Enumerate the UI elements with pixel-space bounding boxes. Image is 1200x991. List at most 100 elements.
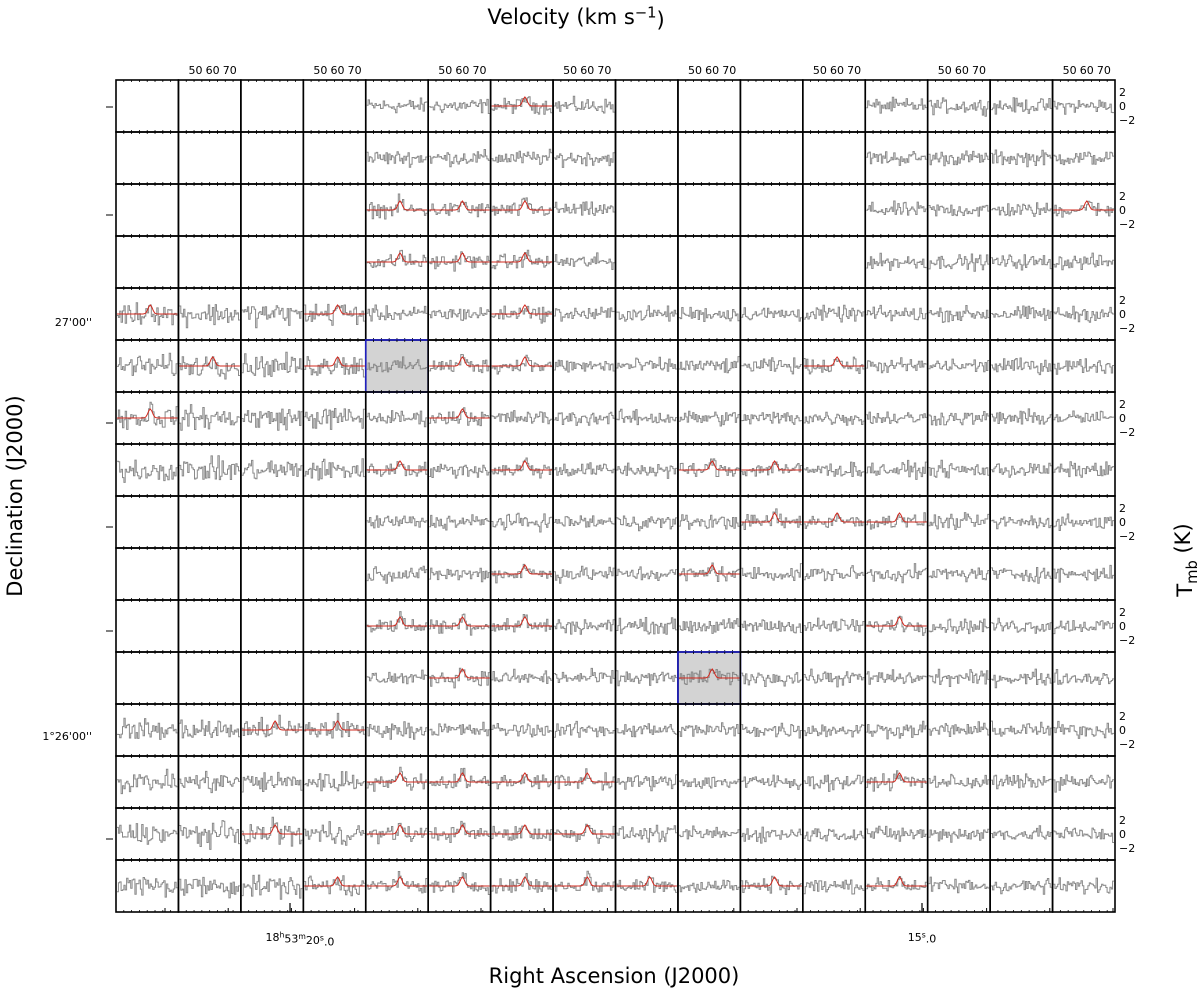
tmb-tick-label: 0 xyxy=(1119,516,1126,529)
spectrum xyxy=(429,767,490,789)
spectrum xyxy=(179,404,240,431)
spectrum xyxy=(429,872,490,895)
spectrum xyxy=(678,825,740,840)
velocity-tick-label: 70 xyxy=(348,64,362,77)
spectrum xyxy=(928,773,990,789)
fit-line xyxy=(491,96,553,107)
spectrum xyxy=(616,617,677,635)
spectrum xyxy=(928,567,990,583)
spectrum xyxy=(741,774,802,790)
cell-frame xyxy=(739,183,804,237)
fit-line xyxy=(117,304,178,315)
spectrum xyxy=(429,307,490,321)
spectrum xyxy=(616,408,677,426)
spectrum xyxy=(741,411,802,425)
spectrum xyxy=(616,670,677,687)
fit-line xyxy=(554,772,615,783)
cell-frame xyxy=(240,235,305,289)
cell-frame xyxy=(302,235,367,289)
spectrum xyxy=(491,825,553,841)
cell-frame xyxy=(926,755,991,809)
ra-tick-label: 18h​53m​20s​.0 xyxy=(266,931,335,949)
spectrum xyxy=(678,776,740,789)
spectrum xyxy=(678,410,740,427)
spectrum xyxy=(616,824,677,843)
spectrum xyxy=(678,356,740,374)
spectrum xyxy=(304,303,365,326)
velocity-tick-label: 70 xyxy=(972,64,986,77)
spectrum xyxy=(1053,358,1114,375)
ra-tick-label: 15s​.0 xyxy=(908,931,937,946)
spectrum xyxy=(241,408,303,431)
spectrum xyxy=(866,252,927,271)
cell-frame xyxy=(115,183,180,237)
spectrum xyxy=(803,565,865,582)
spectrum xyxy=(429,407,490,427)
fit-line xyxy=(491,356,553,367)
spectrum xyxy=(1053,877,1114,895)
tmb-tick-label: 2 xyxy=(1119,710,1126,723)
fit-line xyxy=(678,460,740,471)
spectrum xyxy=(429,354,490,374)
spectrum xyxy=(803,668,865,688)
spectrum xyxy=(866,563,927,584)
fit-line xyxy=(429,772,490,783)
velocity-tick-label: 50 xyxy=(938,64,952,77)
tmb-tick-label: 0 xyxy=(1119,620,1126,633)
tmb-tick-label: −2 xyxy=(1119,426,1135,439)
velocity-tick-label: 60 xyxy=(580,64,594,77)
tmb-tick-label: −2 xyxy=(1119,530,1135,543)
spectrum xyxy=(616,305,677,322)
spectrum xyxy=(1053,827,1114,843)
fit-line xyxy=(491,876,553,887)
cell-frame xyxy=(926,339,991,393)
cell-frame xyxy=(677,235,742,289)
fit-line xyxy=(429,876,490,887)
spectrum xyxy=(117,352,178,376)
fit-line xyxy=(429,356,490,367)
spectrum xyxy=(491,457,553,479)
spectrum xyxy=(554,411,615,426)
fit-line xyxy=(429,668,490,679)
spectrum xyxy=(866,411,927,424)
spectrum xyxy=(1053,252,1114,271)
spectrum xyxy=(803,724,865,738)
fit-line xyxy=(616,876,677,887)
spectrum xyxy=(616,875,677,893)
fit-line xyxy=(554,824,615,835)
spectrum xyxy=(366,611,428,633)
spectrum xyxy=(1053,774,1114,793)
cell-frame xyxy=(614,235,679,289)
spectrum xyxy=(554,152,615,168)
spectrum xyxy=(304,712,365,739)
spectrum xyxy=(429,201,490,218)
cell-frame xyxy=(739,235,804,289)
spectrum xyxy=(304,408,365,430)
spectrum xyxy=(803,828,865,842)
spectrum xyxy=(866,770,927,792)
spectrum xyxy=(991,202,1052,217)
spectrum xyxy=(117,459,178,483)
spectrum xyxy=(928,97,990,117)
cell-frame xyxy=(177,599,242,653)
spectrum xyxy=(616,774,677,792)
velocity-tick-label: 50 xyxy=(189,64,203,77)
spectrum xyxy=(991,567,1052,584)
tmb-tick-label: 0 xyxy=(1119,308,1126,321)
spectrum xyxy=(991,773,1052,790)
spectrum xyxy=(554,462,615,477)
spectrum xyxy=(366,766,428,792)
cell-frame xyxy=(115,599,180,653)
spectrum xyxy=(241,816,303,847)
spectrum xyxy=(991,668,1052,689)
dec-tick-label: 27'00'' xyxy=(55,316,92,329)
fit-line xyxy=(866,512,927,523)
spectrum xyxy=(179,770,240,794)
spectrum xyxy=(991,357,1052,376)
spectrum xyxy=(866,96,927,114)
spectrum xyxy=(117,401,178,430)
fit-line xyxy=(366,200,428,211)
spectrum xyxy=(491,354,553,375)
spectrum xyxy=(803,513,865,529)
